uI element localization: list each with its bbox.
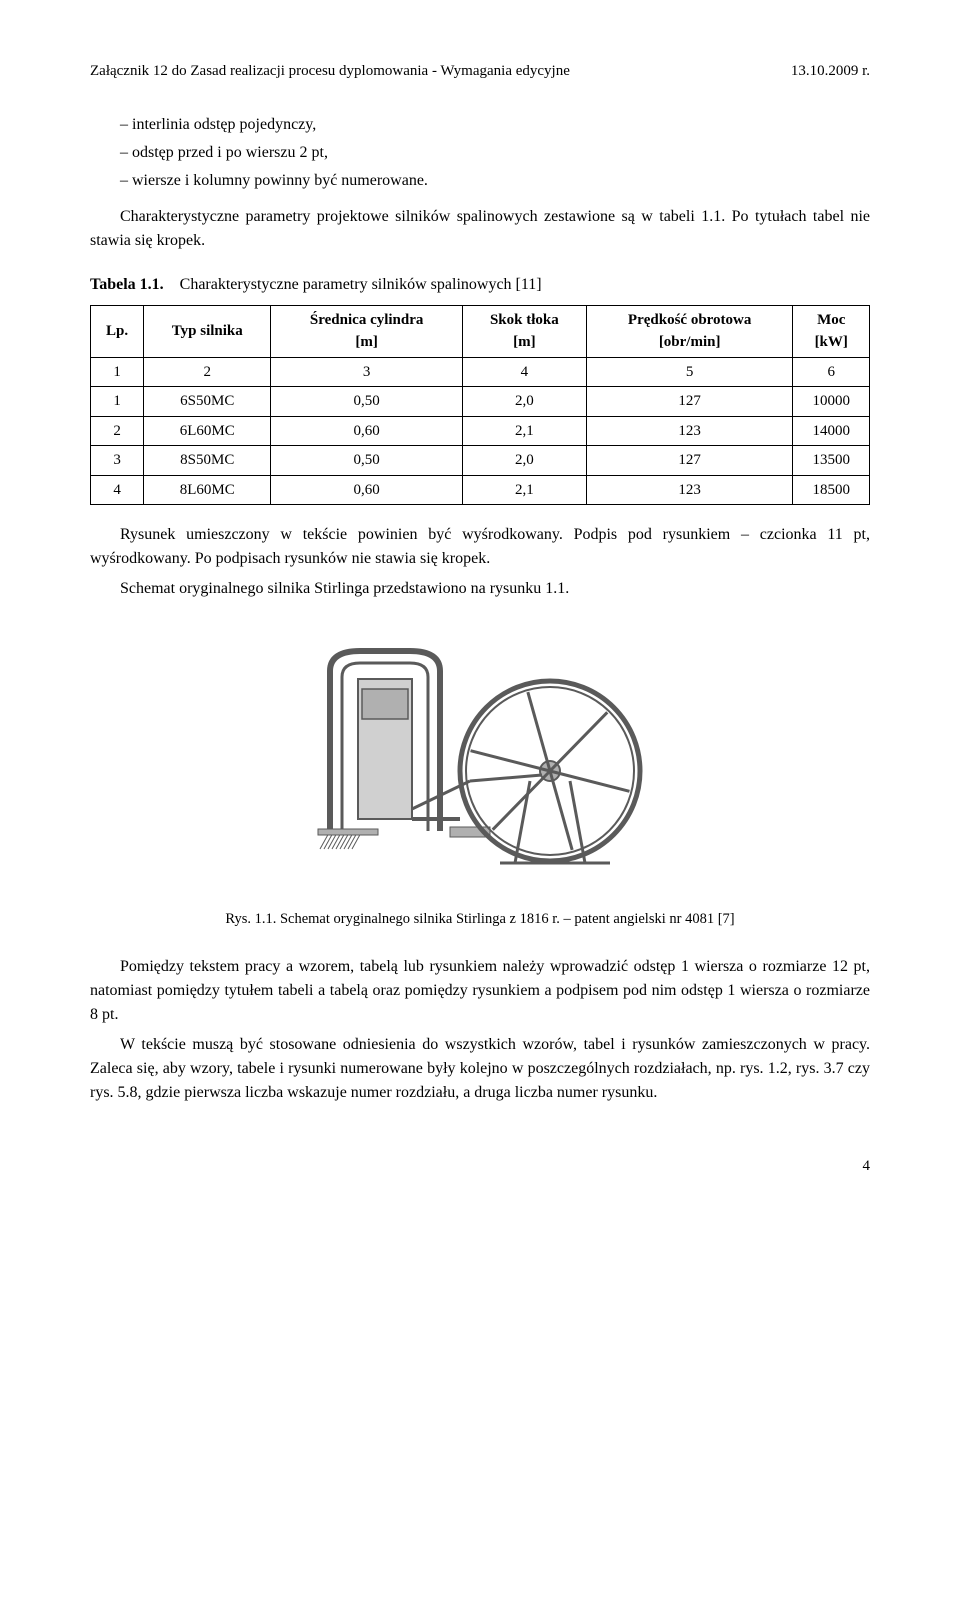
paragraph-figure-ref: Schemat oryginalnego silnika Stirlinga p… bbox=[90, 577, 870, 601]
col-header: Moc[kW] bbox=[793, 305, 870, 357]
table-row: 1 6S50MC 0,50 2,0 127 10000 bbox=[91, 387, 870, 417]
table-cell: 2,0 bbox=[462, 387, 586, 417]
table-cell: 2,0 bbox=[462, 446, 586, 476]
table-cell: 1 bbox=[91, 357, 144, 387]
paragraph-intro: Charakterystyczne parametry projektowe s… bbox=[90, 205, 870, 253]
col-header: Lp. bbox=[91, 305, 144, 357]
paragraph-figure-desc: Rysunek umieszczony w tekście powinien b… bbox=[90, 523, 870, 571]
list-item: interlinia odstęp pojedynczy, bbox=[120, 113, 870, 137]
page-header: Załącznik 12 do Zasad realizacji procesu… bbox=[90, 60, 870, 83]
table-number: Tabela 1.1. bbox=[90, 276, 164, 293]
table-cell: 10000 bbox=[793, 387, 870, 417]
table-cell: 8L60MC bbox=[144, 475, 271, 505]
table-cell: 0,50 bbox=[271, 387, 463, 417]
figure-caption: Rys. 1.1. Schemat oryginalnego silnika S… bbox=[90, 909, 870, 931]
table-row: 3 8S50MC 0,50 2,0 127 13500 bbox=[91, 446, 870, 476]
table-cell: 123 bbox=[586, 416, 793, 446]
table-cell: 1 bbox=[91, 387, 144, 417]
table-cell: 6L60MC bbox=[144, 416, 271, 446]
table-cell: 3 bbox=[271, 357, 463, 387]
engine-diagram-icon bbox=[300, 631, 660, 871]
table-title-text: Charakterystyczne parametry silników spa… bbox=[180, 276, 542, 293]
table-cell: 2,1 bbox=[462, 475, 586, 505]
figure-stirling-engine bbox=[90, 631, 870, 879]
col-header: Typ silnika bbox=[144, 305, 271, 357]
table-cell: 14000 bbox=[793, 416, 870, 446]
page-number: 4 bbox=[90, 1155, 870, 1178]
table-cell: 6S50MC bbox=[144, 387, 271, 417]
table-cell: 123 bbox=[586, 475, 793, 505]
table-cell: 127 bbox=[586, 387, 793, 417]
table-cell: 2,1 bbox=[462, 416, 586, 446]
list-item: wiersze i kolumny powinny być numerowane… bbox=[120, 169, 870, 193]
table-cell: 127 bbox=[586, 446, 793, 476]
table-cell: 0,60 bbox=[271, 475, 463, 505]
table-row: 4 8L60MC 0,60 2,1 123 18500 bbox=[91, 475, 870, 505]
table-cell: 0,50 bbox=[271, 446, 463, 476]
paragraph-numbering-rules: W tekście muszą być stosowane odniesieni… bbox=[90, 1033, 870, 1105]
table-row: 2 6L60MC 0,60 2,1 123 14000 bbox=[91, 416, 870, 446]
table-header-row: Lp. Typ silnika Średnica cylindra[m] Sko… bbox=[91, 305, 870, 357]
table-cell: 2 bbox=[144, 357, 271, 387]
table-cell: 13500 bbox=[793, 446, 870, 476]
table-cell: 18500 bbox=[793, 475, 870, 505]
header-left: Załącznik 12 do Zasad realizacji procesu… bbox=[90, 60, 570, 83]
col-header: Skok tłoka[m] bbox=[462, 305, 586, 357]
table-cell: 3 bbox=[91, 446, 144, 476]
engine-table: Lp. Typ silnika Średnica cylindra[m] Sko… bbox=[90, 305, 870, 506]
table-cell: 2 bbox=[91, 416, 144, 446]
table-cell: 8S50MC bbox=[144, 446, 271, 476]
table-cell: 4 bbox=[462, 357, 586, 387]
col-header: Prędkość obrotowa[obr/min] bbox=[586, 305, 793, 357]
col-header: Średnica cylindra[m] bbox=[271, 305, 463, 357]
table-title: Tabela 1.1. Charakterystyczne parametry … bbox=[90, 273, 870, 297]
paragraph-spacing-rules: Pomiędzy tekstem pracy a wzorem, tabelą … bbox=[90, 955, 870, 1027]
table-cell: 0,60 bbox=[271, 416, 463, 446]
list-item: odstęp przed i po wierszu 2 pt, bbox=[120, 141, 870, 165]
header-right: 13.10.2009 r. bbox=[791, 60, 870, 83]
table-cell: 5 bbox=[586, 357, 793, 387]
table-cell: 4 bbox=[91, 475, 144, 505]
table-cell: 6 bbox=[793, 357, 870, 387]
table-numbering-row: 1 2 3 4 5 6 bbox=[91, 357, 870, 387]
bullet-list: interlinia odstęp pojedynczy, odstęp prz… bbox=[90, 113, 870, 193]
